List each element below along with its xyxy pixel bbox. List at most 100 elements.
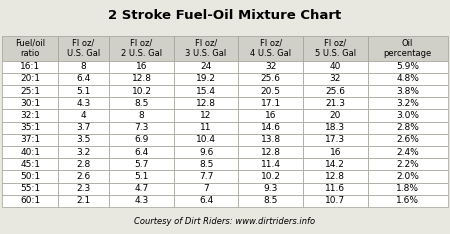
Text: 8.5: 8.5 (134, 99, 148, 108)
Text: 32: 32 (329, 74, 341, 84)
Bar (174, 122, 239, 134)
Text: 50:1: 50:1 (20, 172, 40, 181)
Bar (2, 110, 58, 122)
Bar (2, 36, 58, 61)
Text: 2.8: 2.8 (76, 160, 91, 169)
Text: 3.5: 3.5 (76, 135, 91, 144)
Bar (368, 183, 448, 195)
Text: 6.4: 6.4 (199, 197, 213, 205)
Text: 17.3: 17.3 (325, 135, 345, 144)
Bar (174, 85, 239, 97)
Text: 25:1: 25:1 (20, 87, 40, 96)
Text: 4.8%: 4.8% (396, 74, 419, 84)
Bar (238, 110, 303, 122)
Bar (2, 61, 58, 73)
Text: 3.2%: 3.2% (396, 99, 419, 108)
Bar (58, 171, 109, 183)
Bar (238, 195, 303, 207)
Bar (58, 183, 109, 195)
Text: 55:1: 55:1 (20, 184, 40, 193)
Bar (368, 85, 448, 97)
Bar (303, 134, 368, 146)
Text: 2.8%: 2.8% (396, 123, 419, 132)
Bar (368, 97, 448, 110)
Text: 20.5: 20.5 (261, 87, 281, 96)
Text: 2 Stroke Fuel-Oil Mixture Chart: 2 Stroke Fuel-Oil Mixture Chart (108, 9, 342, 22)
Text: 8: 8 (139, 111, 144, 120)
Bar (368, 61, 448, 73)
Bar (238, 122, 303, 134)
Text: 1.8%: 1.8% (396, 184, 419, 193)
Bar (58, 85, 109, 97)
Text: Courtesy of Dirt Riders: www.dirtriders.info: Courtesy of Dirt Riders: www.dirtriders.… (135, 217, 315, 226)
Bar (238, 61, 303, 73)
Text: 35:1: 35:1 (20, 123, 40, 132)
Bar (174, 61, 239, 73)
Bar (368, 146, 448, 158)
Text: 10.4: 10.4 (196, 135, 216, 144)
Bar (174, 36, 239, 61)
Text: 8: 8 (81, 62, 86, 71)
Text: 12.8: 12.8 (261, 148, 281, 157)
Bar (58, 36, 109, 61)
Bar (58, 61, 109, 73)
Bar (109, 97, 174, 110)
Bar (109, 85, 174, 97)
Text: 60:1: 60:1 (20, 197, 40, 205)
Bar (303, 97, 368, 110)
Bar (58, 110, 109, 122)
Bar (2, 195, 58, 207)
Text: 3.2: 3.2 (76, 148, 91, 157)
Bar (2, 73, 58, 85)
Text: 11.4: 11.4 (261, 160, 281, 169)
Text: 4.7: 4.7 (135, 184, 148, 193)
Text: 20: 20 (329, 111, 341, 120)
Bar (2, 171, 58, 183)
Text: 16: 16 (265, 111, 276, 120)
Bar (368, 158, 448, 171)
Bar (303, 122, 368, 134)
Text: 16: 16 (329, 148, 341, 157)
Bar (58, 122, 109, 134)
Bar (2, 158, 58, 171)
Bar (109, 36, 174, 61)
Bar (109, 134, 174, 146)
Bar (303, 158, 368, 171)
Text: 14.2: 14.2 (325, 160, 345, 169)
Text: 6.4: 6.4 (76, 74, 91, 84)
Bar (2, 97, 58, 110)
Bar (109, 183, 174, 195)
Text: 32:1: 32:1 (20, 111, 40, 120)
Text: 2.3: 2.3 (76, 184, 91, 193)
Text: Fl oz/
5 U.S. Gal: Fl oz/ 5 U.S. Gal (315, 39, 356, 58)
Text: 3.8%: 3.8% (396, 87, 419, 96)
Text: 17.1: 17.1 (261, 99, 281, 108)
Bar (58, 97, 109, 110)
Bar (58, 195, 109, 207)
Text: 8.5: 8.5 (264, 197, 278, 205)
Text: 45:1: 45:1 (20, 160, 40, 169)
Text: 6.9: 6.9 (134, 135, 148, 144)
Text: 7.3: 7.3 (134, 123, 148, 132)
Bar (368, 73, 448, 85)
Bar (109, 195, 174, 207)
Text: 10.2: 10.2 (131, 87, 152, 96)
Bar (58, 134, 109, 146)
Bar (174, 134, 239, 146)
Bar (368, 195, 448, 207)
Bar (238, 134, 303, 146)
Bar (174, 146, 239, 158)
Text: 14.6: 14.6 (261, 123, 281, 132)
Text: 13.8: 13.8 (261, 135, 281, 144)
Text: 20:1: 20:1 (20, 74, 40, 84)
Bar (109, 61, 174, 73)
Text: Fl oz/
U.S. Gal: Fl oz/ U.S. Gal (67, 39, 100, 58)
Bar (238, 171, 303, 183)
Bar (174, 183, 239, 195)
Bar (368, 134, 448, 146)
Bar (109, 73, 174, 85)
Bar (109, 110, 174, 122)
Text: 40: 40 (329, 62, 341, 71)
Bar (238, 183, 303, 195)
Bar (238, 97, 303, 110)
